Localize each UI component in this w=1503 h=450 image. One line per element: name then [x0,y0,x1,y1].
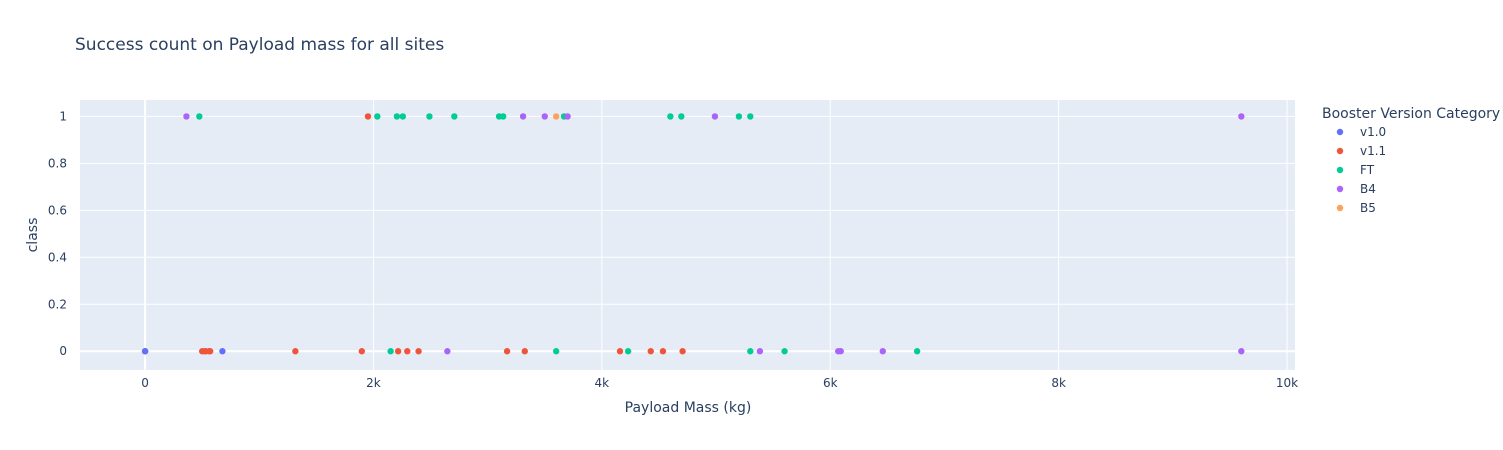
x-tick-label: 8k [1051,376,1066,390]
x-tick-label: 10k [1276,376,1298,390]
y-axis-title: class [25,218,41,253]
legend-item-b4[interactable]: B4 [1336,182,1376,196]
y-tick-label: 0.6 [48,203,67,217]
data-point-v1-1[interactable] [616,348,624,355]
legend-marker [1336,147,1344,155]
legend-marker [1336,166,1344,174]
data-point-b4[interactable] [1238,348,1245,355]
data-point-b4[interactable] [837,348,844,355]
data-point-v1-1[interactable] [647,348,654,355]
legend-marker [1336,204,1344,212]
data-point-v1-1[interactable] [404,348,411,355]
legend[interactable]: Booster Version Category v1.0 v1.1 FT B4 B5 [1322,106,1500,215]
chart-title: Success count on Payload mass for all si… [75,35,444,55]
y-tick-label: 0 [59,344,67,358]
data-point-v1-1[interactable] [206,348,214,355]
data-points [141,113,1245,355]
data-point-ft[interactable] [387,348,394,355]
data-point-v1-0[interactable] [219,348,226,355]
legend-item-v1-0[interactable]: v1.0 [1336,125,1386,139]
legend-label: v1.1 [1360,144,1386,158]
x-tick-label: 6k [823,376,838,390]
data-point-ft[interactable] [451,113,458,120]
data-point-ft[interactable] [426,113,433,120]
x-tick-label: 4k [595,376,610,390]
data-point-v1-1[interactable] [503,348,511,355]
data-point-b4[interactable] [564,113,571,120]
data-point-ft[interactable] [747,113,754,120]
data-point-v1-0[interactable] [141,348,149,355]
data-point-v1-1[interactable] [364,113,372,120]
legend-title: Booster Version Category [1322,106,1500,122]
x-tick-label: 2k [366,376,381,390]
legend-item-ft[interactable]: FT [1336,163,1375,177]
legend-marker [1336,128,1344,136]
data-point-ft[interactable] [747,348,754,355]
data-point-b4[interactable] [756,348,764,355]
data-point-ft[interactable] [735,113,743,120]
x-axis-title: Payload Mass (kg) [625,400,752,416]
data-point-b4[interactable] [541,113,548,120]
y-axis-ticks: 0 0.2 0.4 0.6 0.8 1 [48,109,67,358]
plot-area [80,100,1295,370]
data-point-v1-1[interactable] [521,348,528,355]
data-point-b4[interactable] [711,113,719,120]
data-point-ft[interactable] [552,348,560,355]
data-point-v1-1[interactable] [659,348,667,355]
data-point-ft[interactable] [624,348,632,355]
data-point-v1-1[interactable] [292,348,299,355]
data-point-v1-1[interactable] [358,348,366,355]
data-point-ft[interactable] [667,113,674,120]
data-point-ft[interactable] [678,113,685,120]
data-point-ft[interactable] [499,113,507,120]
legend-item-b5[interactable]: B5 [1336,201,1376,215]
data-point-b4[interactable] [879,348,886,355]
y-tick-label: 1 [59,109,67,123]
data-point-v1-1[interactable] [679,348,686,355]
x-axis-ticks: 0 2k 4k 6k 8k 10k [141,376,1298,390]
legend-label: FT [1360,163,1375,177]
legend-label: v1.0 [1360,125,1386,139]
data-point-ft[interactable] [399,113,407,120]
legend-marker [1336,185,1344,193]
data-point-ft[interactable] [374,113,381,120]
legend-item-v1-1[interactable]: v1.1 [1336,144,1386,158]
data-point-v1-1[interactable] [415,348,422,355]
data-point-ft[interactable] [393,113,401,120]
data-point-b4[interactable] [444,348,451,355]
data-point-b4[interactable] [1238,113,1245,120]
data-point-ft[interactable] [781,348,788,355]
legend-label: B4 [1360,182,1376,196]
x-tick-label: 0 [141,376,149,390]
y-tick-label: 0.8 [48,156,67,170]
data-point-ft[interactable] [913,348,921,355]
data-point-v1-1[interactable] [394,348,402,355]
y-tick-label: 0.2 [48,297,67,311]
data-point-b4[interactable] [183,113,190,120]
data-point-b5[interactable] [552,113,560,120]
y-tick-label: 0.4 [48,250,67,264]
data-point-ft[interactable] [196,113,203,120]
grid-lines [80,100,1295,370]
data-point-b4[interactable] [519,113,527,120]
legend-label: B5 [1360,201,1376,215]
